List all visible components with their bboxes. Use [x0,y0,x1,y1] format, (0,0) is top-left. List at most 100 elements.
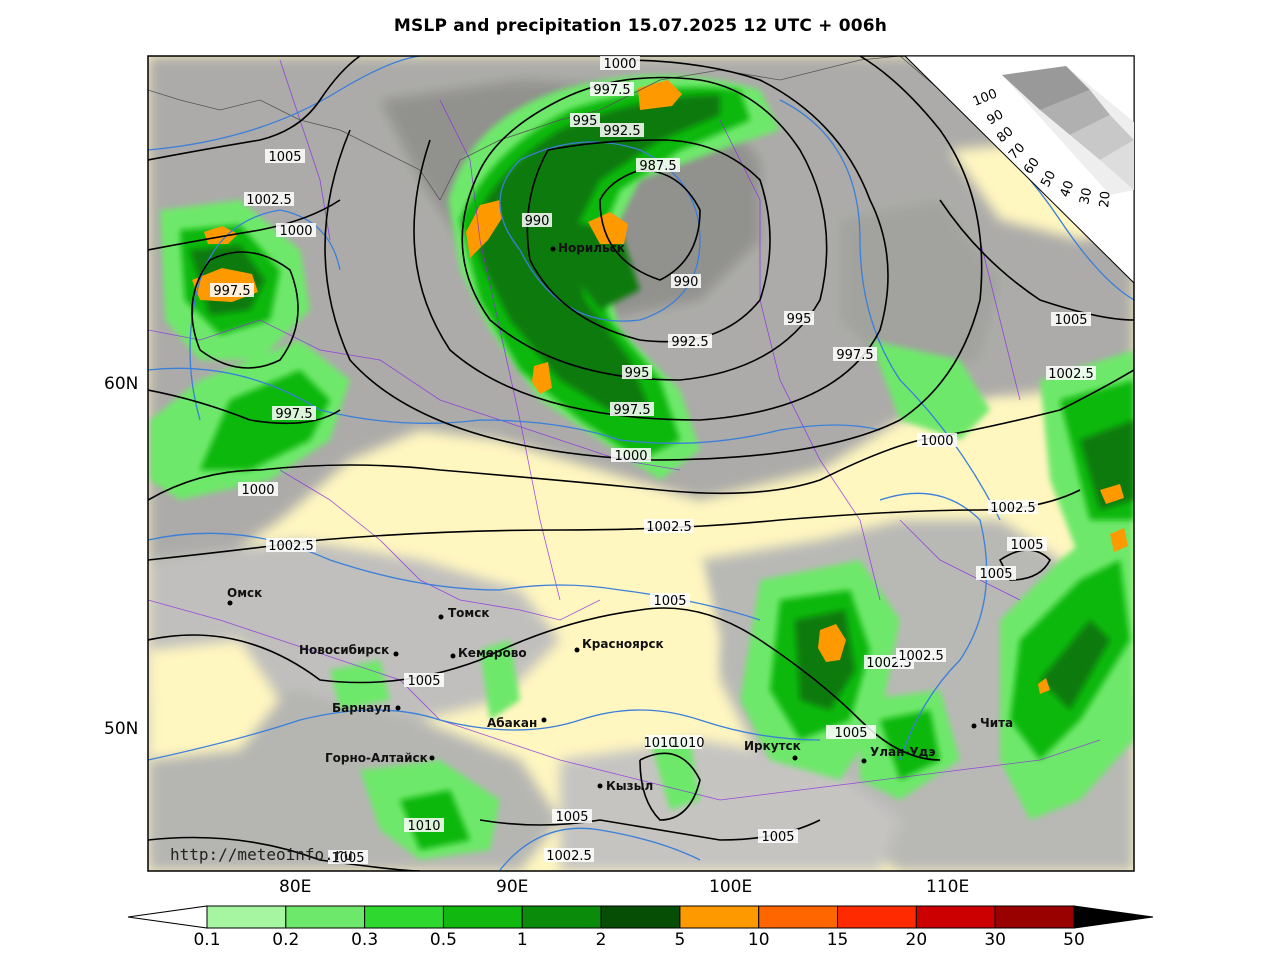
isobar-label: 992.5 [600,123,644,139]
isobar-label: 997.5 [590,82,634,98]
city-abakan: Абакан [487,716,547,730]
svg-text:1000: 1000 [920,434,953,449]
colorbar-tick-label: 15 [826,930,849,950]
svg-text:1002.5: 1002.5 [646,520,692,535]
svg-text:Чита: Чита [980,716,1013,730]
isobar-label: 997.5 [833,347,877,363]
svg-text:997.5: 997.5 [213,284,250,299]
isobar-label: 1005 [976,566,1016,582]
svg-text:1005: 1005 [1054,313,1087,328]
colorbar-tick-label: 20 [905,930,928,950]
svg-text:995: 995 [787,312,812,327]
svg-text:990: 990 [525,214,550,229]
isobar-label: 1010 [643,735,677,751]
colorbar-cell [994,905,1075,929]
isobar-label: 1002.5 [644,519,694,535]
isobar-label: 1002.5 [544,848,594,864]
svg-text:997.5: 997.5 [275,407,312,422]
colorbar-cell [600,905,681,929]
lon-label-90e: 90E [496,877,529,897]
isobar-label: 1010 [404,818,444,834]
colorbar-cell [442,905,523,929]
colorbar-tick-label: 50 [1063,930,1085,950]
lat-label-50n: 50N [104,719,139,739]
colorbar-cell [206,905,287,929]
city-barnaul: Барнаул [332,701,401,715]
city-krasnoyarsk: Красноярск [574,637,664,653]
isobar-label: 987.5 [636,158,680,174]
svg-text:1005: 1005 [555,810,588,825]
isobar-label: 1000 [276,223,316,239]
svg-text:1005: 1005 [268,150,301,165]
isobar-label: 1000 [917,433,957,449]
isobar-label: 995 [784,311,814,327]
isobar-label: 1002.5 [896,648,946,664]
svg-text:1002.5: 1002.5 [268,539,314,554]
colorbar-tick-label: 5 [674,930,686,950]
svg-text:1005: 1005 [1010,538,1043,553]
svg-text:Горно-Алтайск: Горно-Алтайск [325,751,428,765]
colorbar-cells [206,905,1075,929]
svg-text:997.5: 997.5 [613,403,650,418]
colorbar-tick-label: 30 [984,930,1006,950]
isobar-label: 1005 [1007,537,1047,553]
colorbar-over-arrow [1073,905,1154,929]
svg-text:Томск: Томск [448,606,490,620]
svg-text:Иркутск: Иркутск [744,739,801,753]
svg-text:1005: 1005 [331,851,364,866]
svg-text:990: 990 [674,275,699,290]
svg-text:1002.5: 1002.5 [1048,367,1094,382]
isobar-label: 1005 [328,850,368,866]
isobar-label: 1000 [611,448,651,464]
colorbar-cell [364,905,444,929]
isobar-label: 1002.5 [244,192,294,208]
svg-text:1002.5: 1002.5 [990,501,1036,516]
political-borders [148,59,1101,801]
isobar-label: 992.5 [668,334,712,350]
precip-intense [192,80,1128,694]
svg-text:Омск: Омск [227,586,262,600]
svg-text:1005: 1005 [407,674,440,689]
colorbar-under-arrow [127,905,208,929]
svg-text:1002.5: 1002.5 [898,649,944,664]
city-novosibirsk: Новосибирск [299,643,399,657]
svg-text:1010: 1010 [407,819,440,834]
svg-text:1005: 1005 [761,830,794,845]
isobar-label: 1005 [826,725,876,741]
svg-text:Норильск: Норильск [558,241,625,255]
svg-text:1000: 1000 [614,449,647,464]
isobar-label: 1002.5 [266,538,316,554]
svg-text:Новосибирск: Новосибирск [299,643,389,657]
svg-text:1005: 1005 [653,594,686,609]
isobar-label: 997.5 [210,283,254,299]
isobar-label: 1000 [238,482,278,498]
isobar-label: 995 [622,365,652,381]
isobar-label: 997.5 [272,406,316,422]
svg-text:1010: 1010 [643,736,676,751]
colorbar-cell [521,905,602,929]
isobar-label: 1005 [650,593,690,609]
svg-text:992.5: 992.5 [671,335,708,350]
colorbar-tick-label: 2 [595,930,607,950]
svg-text:1005: 1005 [834,726,867,741]
svg-text:Кызыл: Кызыл [606,779,653,793]
svg-text:Красноярск: Красноярск [582,637,664,651]
cloud-scale-inset: 100 90 80 70 60 50 40 30 20 [903,55,1135,285]
svg-text:1010: 1010 [671,736,704,751]
isobar-label: 990 [671,274,701,290]
svg-text:1000: 1000 [603,57,636,72]
isobar-label: 1005 [1051,312,1091,328]
svg-text:995: 995 [573,114,598,129]
city-ulan-ude: Улан-Удэ [861,745,935,764]
city-gorno-altaysk: Горно-Алтайск [325,751,435,765]
svg-text:1002.5: 1002.5 [246,193,292,208]
city-norilsk: Норильск [550,241,625,255]
lon-label-110e: 110E [926,877,970,897]
colorbar-tick-label: 10 [747,930,770,950]
colorbar-cell [837,905,917,929]
source-url[interactable]: http://meteoinfo.ru [170,845,354,864]
chart-title: MSLP and precipitation 15.07.2025 12 UTC… [393,16,888,36]
cloud-scale-label-40: 40 [1058,179,1078,200]
svg-text:995: 995 [625,366,650,381]
